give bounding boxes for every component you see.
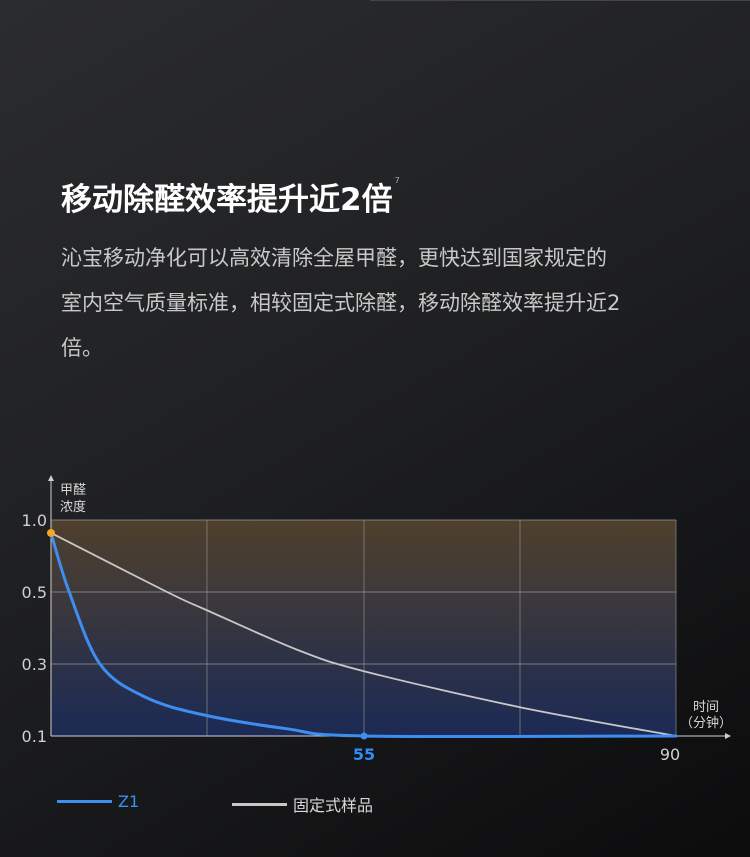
x-tick-label: 55: [353, 745, 375, 764]
title-text: 移动除醛效率提升近2倍: [61, 182, 393, 218]
legend-swatch-fixed: [232, 802, 287, 806]
page-title: 移动除醛效率提升近2倍7: [61, 174, 400, 219]
x-axis-arrow: [725, 733, 731, 739]
description: 沁宝移动净化可以高效清除全屋甲醛，更快达到国家规定的室内空气质量标准，相较固定式…: [61, 246, 621, 360]
y-tick-label: 0.1: [22, 727, 47, 746]
y-axis-arrow: [48, 475, 54, 481]
start-point-marker: [47, 528, 55, 537]
series-line-z1: [49, 531, 678, 739]
y-axis-label: 甲醛: [60, 482, 86, 498]
legend-item-fixed: 固定式样品: [232, 792, 373, 816]
y-tick-label: 0.5: [22, 583, 47, 602]
legend-label-fixed: 固定式样品: [293, 796, 374, 815]
top-divider: [370, 0, 750, 1]
series-line-fixed: [50, 532, 677, 737]
x-axis-label: （分钟）: [680, 715, 732, 731]
x-tick-label: 90: [660, 745, 680, 764]
legend-swatch-z1: [57, 800, 112, 803]
y-tick-label: 1.0: [22, 511, 47, 530]
y-tick-label: 0.3: [22, 655, 47, 674]
footnote-marker: 7: [394, 176, 400, 185]
legend-label-z1: Z1: [118, 792, 140, 811]
legend-item-z1: Z1: [57, 792, 139, 811]
z1-55min-marker: [360, 732, 368, 740]
x-axis-label: 时间: [693, 700, 719, 715]
y-axis-label: 浓度: [60, 499, 86, 515]
